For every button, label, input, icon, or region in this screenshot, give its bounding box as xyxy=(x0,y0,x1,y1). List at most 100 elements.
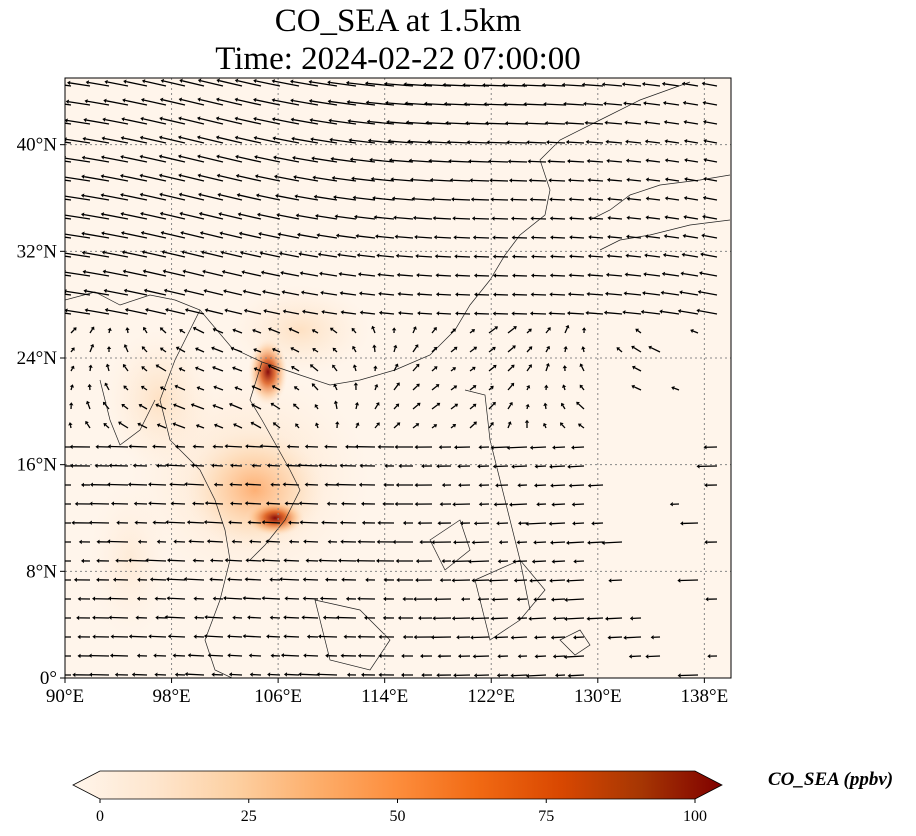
wind-arrow xyxy=(183,288,205,296)
wind-arrow xyxy=(365,100,395,106)
wind-arrow xyxy=(197,154,224,163)
wind-arrow xyxy=(530,235,547,240)
wind-arrow xyxy=(401,672,414,678)
y-tick-label-1: 8°N xyxy=(26,561,57,582)
wind-arrow xyxy=(489,178,509,183)
wind-arrow xyxy=(526,384,531,391)
wind-arrow xyxy=(338,271,357,277)
wind-arrow xyxy=(545,363,550,372)
wind-arrow xyxy=(469,346,478,353)
wind-arrow xyxy=(184,308,205,315)
wind-arrow xyxy=(204,614,224,620)
y-tick-label-4: 32°N xyxy=(17,241,58,262)
wind-arrow xyxy=(108,463,129,468)
wind-arrow xyxy=(100,193,129,201)
colorbar-tick-label-0: 0 xyxy=(96,808,104,825)
wind-arrow xyxy=(153,653,167,658)
wind-arrow xyxy=(100,155,129,163)
wind-arrow xyxy=(507,326,517,334)
wind-arrow xyxy=(454,254,471,259)
wind-arrow xyxy=(310,137,338,144)
wind-arrow xyxy=(395,558,414,564)
wind-arrow xyxy=(683,195,699,201)
wind-arrow xyxy=(329,327,338,334)
wind-arrow xyxy=(586,158,604,164)
wind-arrow xyxy=(184,481,205,487)
wind-arrow xyxy=(417,311,433,316)
map-frame xyxy=(64,77,732,679)
wind-arrow xyxy=(120,154,148,163)
wind-arrow xyxy=(567,464,585,469)
wind-arrow xyxy=(569,216,585,221)
wind-arrow xyxy=(561,82,585,88)
wind-arrow xyxy=(295,423,300,429)
wind-arrow xyxy=(88,364,93,372)
wind-arrow xyxy=(448,158,471,164)
wind-arrow xyxy=(103,98,129,106)
wind-arrow xyxy=(679,290,699,296)
wind-arrow xyxy=(306,634,319,639)
wind-arrow xyxy=(65,195,91,201)
wind-arrow xyxy=(437,653,452,659)
wind-arrow xyxy=(301,309,319,315)
wind-arrow xyxy=(696,464,718,469)
co-hotspot-mekong xyxy=(245,500,305,536)
wind-arrow xyxy=(470,616,490,621)
wind-arrow xyxy=(127,482,148,487)
wind-arrow xyxy=(231,539,243,544)
wind-arrow xyxy=(382,615,395,621)
wind-arrow xyxy=(493,502,509,507)
wind-arrow xyxy=(510,635,528,640)
wind-arrow xyxy=(566,540,585,545)
wind-arrow xyxy=(373,365,378,372)
wind-arrow xyxy=(555,673,566,678)
wind-arrow xyxy=(424,101,452,106)
wind-arrow xyxy=(707,653,718,659)
wind-arrow xyxy=(212,404,224,410)
wind-arrow xyxy=(81,212,110,220)
wind-arrow xyxy=(120,173,148,182)
wind-arrow xyxy=(431,366,438,372)
wind-arrow xyxy=(549,273,566,278)
wind-arrow xyxy=(703,138,718,144)
wind-arrow xyxy=(702,195,718,201)
wind-arrow xyxy=(340,310,357,315)
wind-arrow xyxy=(149,577,167,582)
wind-arrow xyxy=(224,308,243,315)
wind-arrow xyxy=(108,615,129,620)
wind-arrow xyxy=(159,386,167,391)
wind-arrow xyxy=(585,310,604,316)
wind-arrow xyxy=(704,540,718,545)
wind-arrow xyxy=(454,273,471,278)
wind-arrow xyxy=(391,196,414,201)
wind-arrow xyxy=(282,482,300,487)
wind-arrow xyxy=(118,421,129,429)
wind-arrow xyxy=(197,78,224,87)
wind-arrow xyxy=(645,177,661,182)
wind-arrow xyxy=(531,254,547,259)
wind-arrow xyxy=(69,384,75,391)
wind-arrow xyxy=(328,118,357,125)
wind-arrow xyxy=(562,384,567,391)
wind-arrow xyxy=(626,215,642,220)
wind-arrow xyxy=(530,273,547,278)
wind-arrow xyxy=(317,634,338,639)
wind-arrow xyxy=(517,654,528,659)
wind-arrow xyxy=(165,463,186,468)
wind-arrow xyxy=(533,597,547,602)
wind-arrow xyxy=(567,178,585,183)
wind-arrow xyxy=(702,214,718,220)
wind-arrow xyxy=(254,174,281,182)
wind-arrow xyxy=(534,483,547,488)
wind-arrow xyxy=(433,597,452,602)
wind-arrow xyxy=(108,596,129,601)
wind-arrow xyxy=(550,597,566,602)
wind-arrow xyxy=(357,596,376,601)
wind-arrow xyxy=(703,119,718,125)
wind-arrow xyxy=(458,483,471,488)
wind-arrow xyxy=(315,213,338,220)
wind-arrow xyxy=(529,311,547,316)
wind-arrow xyxy=(393,382,400,391)
wind-arrow xyxy=(681,81,699,87)
wind-arrow xyxy=(626,234,642,239)
